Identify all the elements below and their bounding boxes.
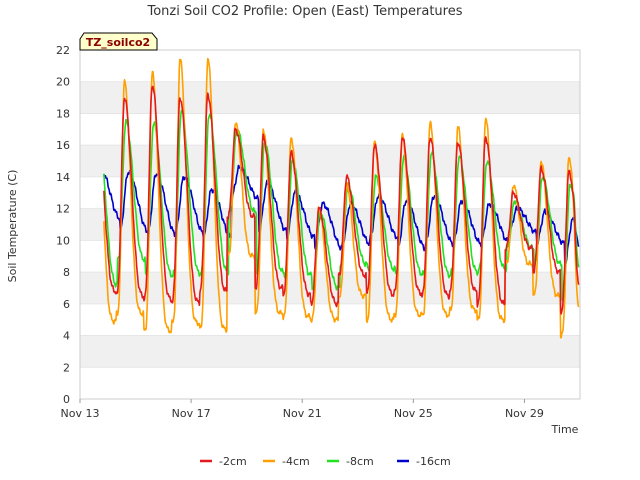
x-tick-label: Nov 25: [394, 407, 433, 420]
y-tick-label: 10: [56, 234, 70, 247]
y-tick-label: 8: [63, 266, 70, 279]
legend-label: -16cm: [416, 455, 451, 468]
x-axis: Nov 13 Nov 17 Nov 21 Nov 25 Nov 29: [61, 399, 544, 420]
x-axis-label: Time: [551, 423, 579, 436]
chart-title: Tonzi Soil CO2 Profile: Open (East) Temp…: [146, 4, 462, 19]
y-tick-label: 16: [56, 139, 70, 152]
series-line-minus-2cm: [103, 85, 580, 315]
y-tick-label: 2: [63, 361, 70, 374]
x-tick-label: Nov 21: [283, 407, 322, 420]
series-line-minus-16cm: [103, 164, 580, 269]
grid-band: [80, 81, 580, 114]
station-tag-text: TZ_soilco2: [86, 36, 150, 49]
y-tick-label: 20: [56, 76, 70, 89]
x-tick-label: Nov 29: [505, 407, 544, 420]
y-tick-label: 6: [63, 298, 70, 311]
y-axis-label: Soil Temperature (C): [6, 170, 19, 283]
legend: -2cm -4cm -8cm -16cm: [200, 455, 451, 468]
y-tick-label: 22: [56, 44, 70, 57]
y-tick-label: 14: [56, 171, 70, 184]
y-tick-label: 4: [63, 330, 70, 343]
legend-label: -8cm: [346, 455, 374, 468]
grid-band: [80, 335, 580, 368]
plot-area: [79, 49, 581, 400]
grid-band: [80, 208, 580, 241]
station-tag: TZ_soilco2: [79, 32, 158, 51]
legend-label: -2cm: [219, 455, 247, 468]
x-tick-label: Nov 13: [61, 407, 100, 420]
series-line-minus-4cm: [103, 57, 580, 339]
y-axis: 0 2 4 6 8 10 12 14 16 18 20 22: [56, 44, 70, 406]
grid-band: [80, 145, 580, 177]
series-lines: [103, 57, 580, 339]
y-tick-label: 18: [56, 107, 70, 120]
legend-label: -4cm: [282, 455, 310, 468]
x-tick-label: Nov 17: [172, 407, 211, 420]
y-tick-label: 0: [63, 393, 70, 406]
y-tick-label: 12: [56, 203, 70, 216]
